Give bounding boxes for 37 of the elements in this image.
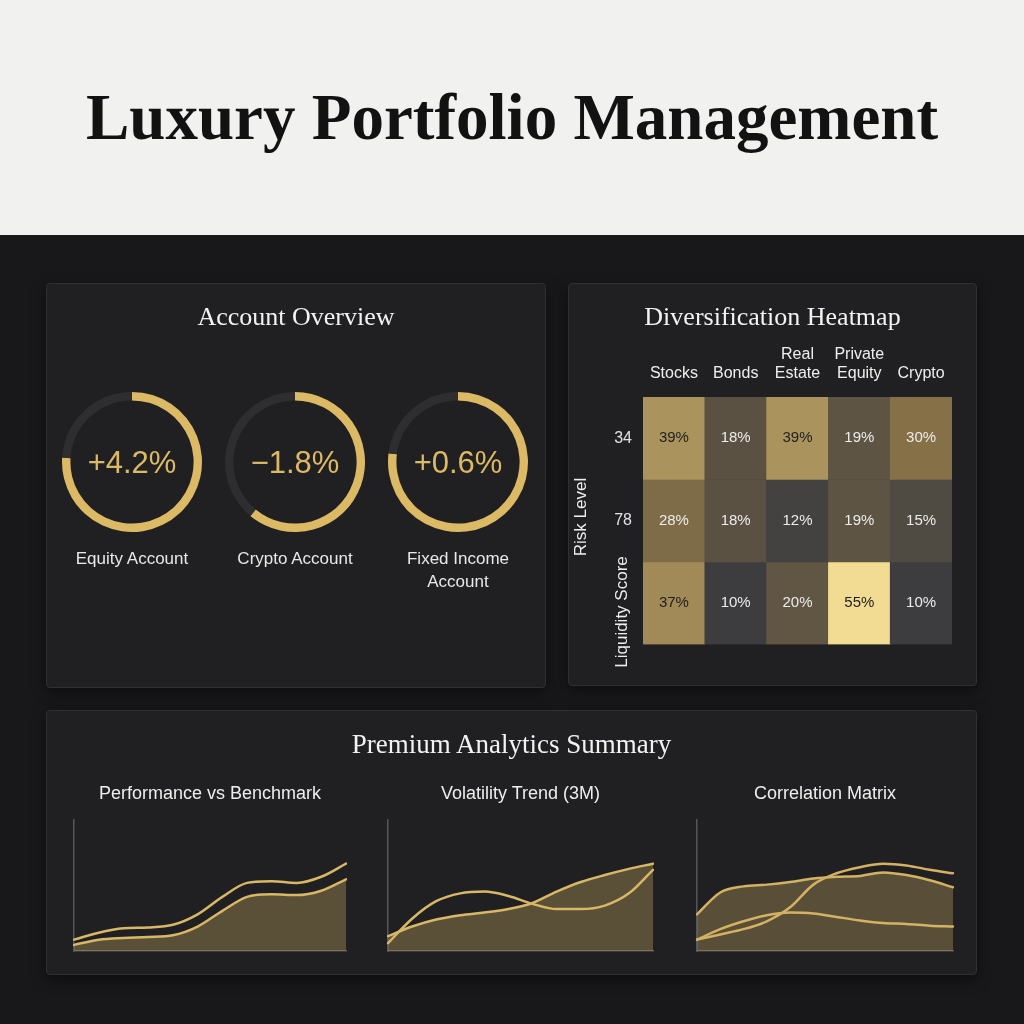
chart-title: Correlation Matrix — [752, 782, 897, 804]
data-label: 10% — [720, 593, 751, 611]
text: Liquidity Score — [612, 556, 632, 668]
text: Premium Analytics Summary — [351, 729, 672, 761]
text: Fixed Income Account — [405, 548, 510, 593]
data-label: 15% — [906, 510, 937, 528]
data-label: 18% — [720, 428, 751, 446]
data-label: 19% — [844, 510, 875, 528]
data-label: 18% — [720, 510, 751, 528]
text: Equity Account — [74, 548, 190, 570]
text: Account Overview — [197, 302, 395, 332]
data-label: 37% — [658, 593, 689, 611]
data-label: 19% — [844, 428, 875, 446]
data-label: 10% — [906, 593, 937, 611]
x-tick-label: Bonds — [713, 363, 759, 381]
text: −1.8% — [250, 444, 340, 480]
chart-title: Performance vs Benchmark — [97, 782, 323, 804]
x-tick-label: Private Equity — [834, 344, 885, 381]
data-label: 12% — [782, 510, 813, 528]
data-label: 20% — [782, 593, 813, 611]
text: Luxury Portfolio Management — [85, 80, 939, 155]
x-tick-label: Real Estate — [774, 344, 821, 381]
y-tick-label: 34 — [614, 428, 633, 446]
x-tick-label: Stocks — [649, 363, 698, 381]
text: Crypto Account — [236, 548, 354, 570]
chart-title: Diversification Heatmap — [643, 302, 902, 332]
data-label: 39% — [782, 428, 813, 446]
chart-title: Volatility Trend (3M) — [439, 782, 602, 804]
data-label: 55% — [844, 593, 875, 611]
text: +4.2% — [87, 444, 177, 480]
y-tick-label: 78 — [614, 511, 633, 529]
data-label: 28% — [658, 510, 689, 528]
data-label: 39% — [658, 428, 689, 446]
text: Risk Level — [571, 477, 591, 557]
x-tick-label: Crypto — [897, 363, 945, 381]
text: +0.6% — [413, 444, 503, 480]
data-label: 30% — [906, 428, 937, 446]
